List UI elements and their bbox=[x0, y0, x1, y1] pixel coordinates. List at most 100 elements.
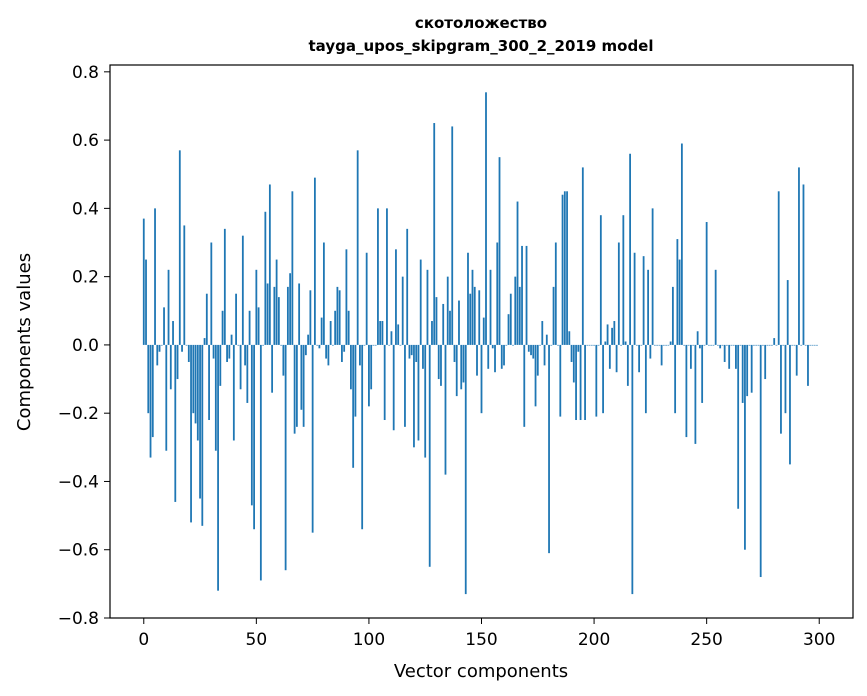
bar-component-178 bbox=[543, 344, 546, 366]
bar-component-151 bbox=[482, 317, 485, 345]
bar-component-45 bbox=[244, 344, 246, 366]
bar-component-120 bbox=[413, 344, 415, 448]
bar-component-173 bbox=[532, 344, 535, 359]
bar-component-169 bbox=[523, 344, 526, 427]
bar-component-237 bbox=[676, 239, 679, 345]
bar-component-150 bbox=[480, 344, 483, 414]
bar-component-211 bbox=[617, 242, 620, 345]
bar-component-131 bbox=[437, 344, 440, 380]
bar-component-223 bbox=[644, 344, 647, 414]
bar-component-99 bbox=[365, 252, 368, 345]
bar-component-9 bbox=[163, 307, 165, 345]
y-tick-label: 0.6 bbox=[72, 131, 99, 151]
bar-component-266 bbox=[741, 344, 744, 403]
bar-component-264 bbox=[737, 344, 740, 509]
x-axis-label: Vector components bbox=[394, 661, 568, 682]
bar-component-7 bbox=[158, 344, 161, 352]
bar-component-98 bbox=[363, 344, 366, 346]
bar-component-87 bbox=[338, 290, 341, 345]
bar-component-15 bbox=[176, 344, 179, 380]
bar-component-292 bbox=[800, 344, 803, 346]
bar-component-185 bbox=[559, 344, 562, 417]
bar-component-66 bbox=[291, 191, 294, 345]
bar-component-123 bbox=[419, 259, 422, 345]
bar-component-265 bbox=[739, 344, 742, 346]
bar-component-231 bbox=[662, 344, 665, 346]
bar-component-152 bbox=[485, 92, 487, 345]
bar-component-235 bbox=[671, 286, 674, 345]
bar-component-18 bbox=[183, 225, 186, 345]
bar-component-246 bbox=[696, 331, 699, 345]
bar-component-75 bbox=[311, 344, 314, 533]
bar-component-94 bbox=[354, 344, 357, 417]
bar-component-81 bbox=[325, 344, 328, 359]
bar-component-234 bbox=[669, 341, 672, 345]
bar-component-117 bbox=[406, 228, 409, 345]
bar-component-249 bbox=[703, 344, 706, 346]
bar-component-287 bbox=[789, 344, 791, 465]
bar-component-258 bbox=[723, 344, 726, 362]
bars-group bbox=[142, 92, 818, 595]
bar-component-121 bbox=[415, 344, 418, 362]
bar-component-24 bbox=[196, 344, 199, 441]
y-tick-label: 0.2 bbox=[72, 268, 99, 288]
bar-component-59 bbox=[275, 259, 278, 345]
bar-component-73 bbox=[307, 334, 310, 345]
bar-component-255 bbox=[717, 344, 719, 346]
bar-component-32 bbox=[214, 344, 217, 451]
bar-component-21 bbox=[190, 344, 192, 523]
bar-component-215 bbox=[626, 344, 629, 386]
bar-component-141 bbox=[460, 344, 463, 390]
bar-component-29 bbox=[208, 344, 210, 421]
bar-component-273 bbox=[757, 344, 760, 346]
bar-component-272 bbox=[755, 344, 758, 346]
bar-component-13 bbox=[172, 321, 174, 345]
bar-component-80 bbox=[322, 242, 325, 345]
bar-component-245 bbox=[694, 344, 697, 444]
bar-component-93 bbox=[352, 344, 355, 468]
bar-component-172 bbox=[530, 344, 532, 356]
bar-component-271 bbox=[753, 344, 755, 346]
bar-component-161 bbox=[505, 344, 508, 346]
bar-component-175 bbox=[536, 344, 539, 376]
bar-component-188 bbox=[566, 191, 568, 345]
bar-component-295 bbox=[807, 344, 809, 386]
bar-component-76 bbox=[313, 177, 316, 345]
bar-component-256 bbox=[719, 344, 722, 349]
bar-component-244 bbox=[692, 344, 695, 346]
bar-component-105 bbox=[379, 321, 382, 345]
bar-component-109 bbox=[388, 344, 391, 346]
bar-component-210 bbox=[615, 344, 618, 373]
bar-component-68 bbox=[295, 344, 298, 427]
bar-component-191 bbox=[572, 344, 575, 383]
bar-component-139 bbox=[455, 344, 458, 397]
bar-component-233 bbox=[667, 344, 670, 346]
bar-component-293 bbox=[802, 184, 805, 345]
bar-component-257 bbox=[721, 344, 724, 346]
bar-component-56 bbox=[268, 184, 271, 345]
bar-component-197 bbox=[586, 344, 589, 346]
bar-component-55 bbox=[266, 283, 269, 345]
bar-component-276 bbox=[764, 344, 767, 380]
bar-component-142 bbox=[462, 344, 465, 383]
bar-component-102 bbox=[372, 344, 375, 346]
bar-component-46 bbox=[246, 344, 249, 403]
bar-component-4 bbox=[151, 344, 154, 438]
bar-component-132 bbox=[440, 344, 442, 386]
bar-component-222 bbox=[642, 256, 645, 345]
bar-component-96 bbox=[359, 344, 361, 366]
bar-component-225 bbox=[649, 344, 652, 359]
bar-component-190 bbox=[570, 344, 573, 362]
bar-component-294 bbox=[804, 344, 807, 346]
bar-component-229 bbox=[658, 344, 661, 346]
bar-component-61 bbox=[280, 344, 283, 346]
bar-component-279 bbox=[771, 344, 773, 346]
bar-component-282 bbox=[777, 191, 780, 345]
bar-component-116 bbox=[404, 344, 406, 427]
bar-component-200 bbox=[593, 344, 595, 346]
bar-component-52 bbox=[259, 344, 262, 581]
bar-component-195 bbox=[581, 167, 584, 345]
bar-component-50 bbox=[255, 269, 258, 345]
bar-component-232 bbox=[665, 344, 668, 346]
bar-component-177 bbox=[541, 321, 544, 345]
